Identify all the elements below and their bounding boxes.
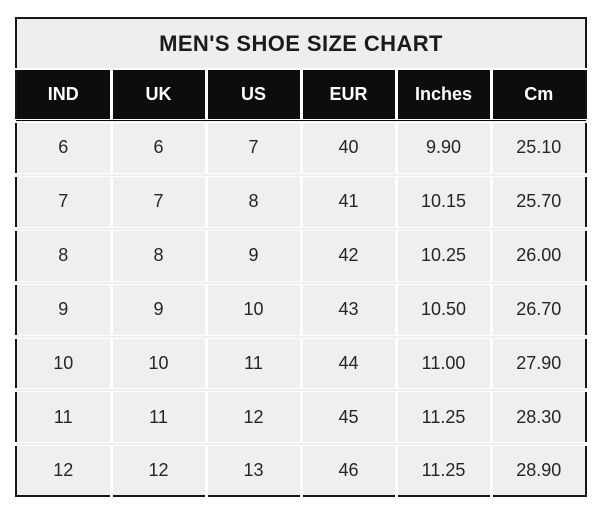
table-cell: 10 [204, 280, 301, 337]
table-cell: 25.10 [489, 119, 586, 175]
table-cell: 6 [109, 119, 206, 175]
column-header-eur: EUR [299, 68, 396, 121]
table-cell: 10 [109, 334, 206, 391]
table-cell: 26.00 [489, 226, 586, 283]
table-cell: 10 [16, 334, 111, 391]
table-row: 7 7 8 41 10.15 25.70 [16, 172, 586, 229]
table-cell: 9.90 [394, 119, 491, 175]
table-cell: 11 [204, 334, 301, 391]
table-row: 11 11 12 45 11.25 28.30 [16, 388, 586, 445]
shoe-size-chart-table: MEN'S SHOE SIZE CHART IND UK US EUR Inch… [15, 17, 587, 497]
table-cell: 10.50 [394, 280, 491, 337]
table-cell: 8 [109, 226, 206, 283]
title-row: MEN'S SHOE SIZE CHART [16, 18, 586, 69]
column-header-cm: Cm [489, 68, 586, 121]
table-cell: 11.25 [394, 442, 491, 496]
table-cell: 6 [16, 119, 111, 175]
table-cell: 8 [204, 172, 301, 229]
table-cell: 9 [204, 226, 301, 283]
column-header-us: US [204, 68, 301, 121]
table-cell: 11.25 [394, 388, 491, 445]
table-cell: 11.00 [394, 334, 491, 391]
table-cell: 25.70 [489, 172, 586, 229]
table-cell: 7 [109, 172, 206, 229]
table-cell: 26.70 [489, 280, 586, 337]
table-cell: 12 [109, 442, 206, 496]
table-row: 9 9 10 43 10.50 26.70 [16, 280, 586, 337]
table-cell: 7 [204, 119, 301, 175]
table-row: 10 10 11 44 11.00 27.90 [16, 334, 586, 391]
table-cell: 9 [109, 280, 206, 337]
table-cell: 45 [299, 388, 396, 445]
header-row: IND UK US EUR Inches Cm [16, 68, 586, 121]
table-cell: 9 [16, 280, 111, 337]
table-cell: 12 [204, 388, 301, 445]
table-cell: 10.15 [394, 172, 491, 229]
table-cell: 8 [16, 226, 111, 283]
table-row: 6 6 7 40 9.90 25.10 [16, 119, 586, 175]
column-header-uk: UK [109, 68, 206, 121]
table-cell: 12 [16, 442, 111, 496]
table-cell: 28.90 [489, 442, 586, 496]
column-header-ind: IND [16, 68, 111, 121]
table-cell: 40 [299, 119, 396, 175]
table-cell: 46 [299, 442, 396, 496]
table-cell: 27.90 [489, 334, 586, 391]
table-cell: 7 [16, 172, 111, 229]
table-cell: 43 [299, 280, 396, 337]
table-cell: 11 [109, 388, 206, 445]
table-cell: 13 [204, 442, 301, 496]
table-body: 6 6 7 40 9.90 25.10 7 7 8 41 10.15 25.70 8 8 9 42 10.25 2… [16, 119, 586, 496]
table-cell: 44 [299, 334, 396, 391]
table-cell: 28.30 [489, 388, 586, 445]
table-cell: 41 [299, 172, 396, 229]
table-row: 12 12 13 46 11.25 28.90 [16, 442, 586, 496]
column-header-inches: Inches [394, 68, 491, 121]
table-cell: 11 [16, 388, 111, 445]
table-cell: 10.25 [394, 226, 491, 283]
table-row: 8 8 9 42 10.25 26.00 [16, 226, 586, 283]
chart-title: MEN'S SHOE SIZE CHART [16, 18, 586, 69]
table-cell: 42 [299, 226, 396, 283]
